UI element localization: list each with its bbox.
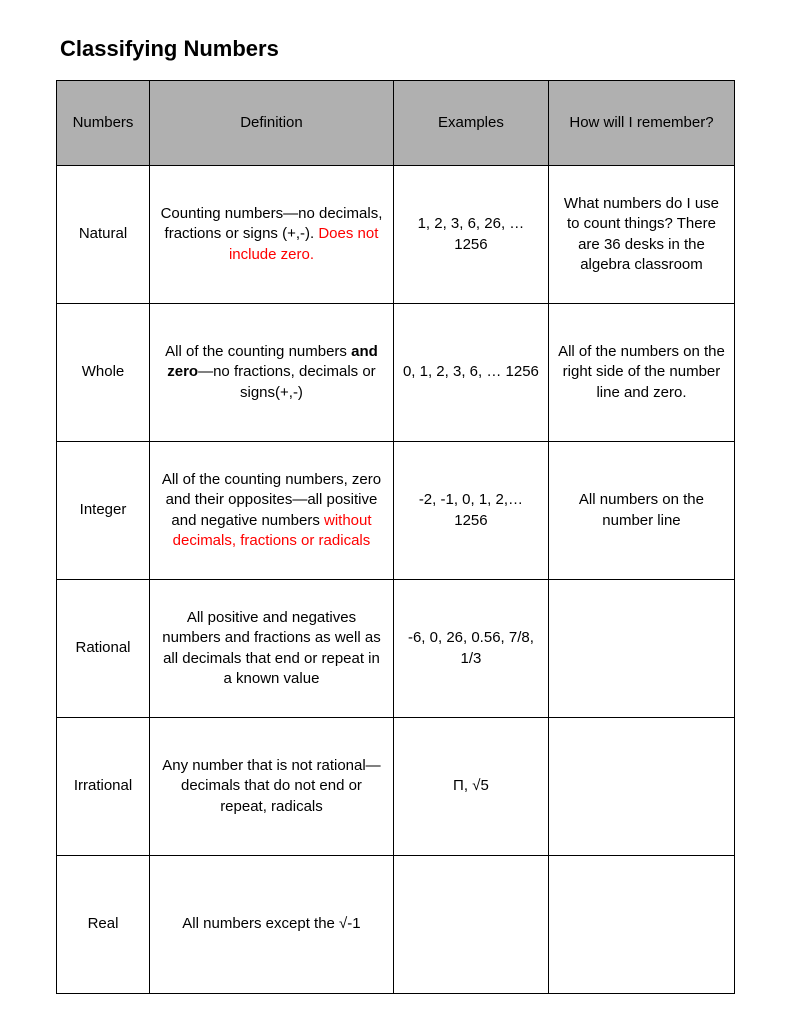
cell-definition: All numbers except the √-1 [150,856,394,994]
col-remember: How will I remember? [548,81,734,166]
cell-name: Irrational [57,718,150,856]
cell-remember [548,718,734,856]
cell-definition: Counting numbers—no decimals, fractions … [150,166,394,304]
page-title: Classifying Numbers [60,36,735,62]
table-header: Numbers Definition Examples How will I r… [57,81,735,166]
cell-examples [393,856,548,994]
page: Classifying Numbers Numbers Definition E… [0,0,791,1034]
cell-examples: -6, 0, 26, 0.56, 7/8, 1/3 [393,580,548,718]
table-row: Integer All of the counting numbers, zer… [57,442,735,580]
cell-definition: All of the counting numbers and zero—no … [150,304,394,442]
cell-examples: 1, 2, 3, 6, 26, … 1256 [393,166,548,304]
cell-definition: All positive and negatives numbers and f… [150,580,394,718]
cell-remember [548,856,734,994]
cell-definition: All of the counting numbers, zero and th… [150,442,394,580]
classify-table: Numbers Definition Examples How will I r… [56,80,735,994]
cell-remember: All of the numbers on the right side of … [548,304,734,442]
table-row: Real All numbers except the √-1 [57,856,735,994]
col-numbers: Numbers [57,81,150,166]
cell-remember: All numbers on the number line [548,442,734,580]
cell-remember [548,580,734,718]
table-row: Rational All positive and negatives numb… [57,580,735,718]
cell-name: Integer [57,442,150,580]
cell-remember: What numbers do I use to count things? T… [548,166,734,304]
cell-name: Real [57,856,150,994]
table-row: Irrational Any number that is not ration… [57,718,735,856]
cell-name: Rational [57,580,150,718]
cell-name: Natural [57,166,150,304]
def-text-post: —no fractions, decimals or signs(+,-) [198,363,376,400]
col-examples: Examples [393,81,548,166]
col-definition: Definition [150,81,394,166]
cell-examples: -2, -1, 0, 1, 2,… 1256 [393,442,548,580]
cell-definition: Any number that is not rational—decimals… [150,718,394,856]
cell-examples: Π, √5 [393,718,548,856]
table-row: Whole All of the counting numbers and ze… [57,304,735,442]
cell-name: Whole [57,304,150,442]
table-row: Natural Counting numbers—no decimals, fr… [57,166,735,304]
def-text: All of the counting numbers [165,343,351,360]
cell-examples: 0, 1, 2, 3, 6, … 1256 [393,304,548,442]
